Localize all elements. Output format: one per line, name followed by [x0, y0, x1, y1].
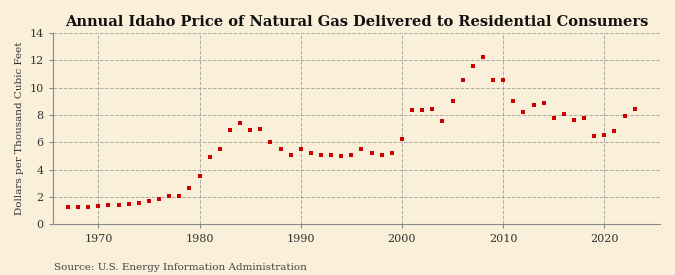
Y-axis label: Dollars per Thousand Cubic Feet: Dollars per Thousand Cubic Feet — [15, 42, 24, 215]
Text: Source: U.S. Energy Information Administration: Source: U.S. Energy Information Administ… — [54, 263, 307, 272]
Title: Annual Idaho Price of Natural Gas Delivered to Residential Consumers: Annual Idaho Price of Natural Gas Delive… — [65, 15, 648, 29]
